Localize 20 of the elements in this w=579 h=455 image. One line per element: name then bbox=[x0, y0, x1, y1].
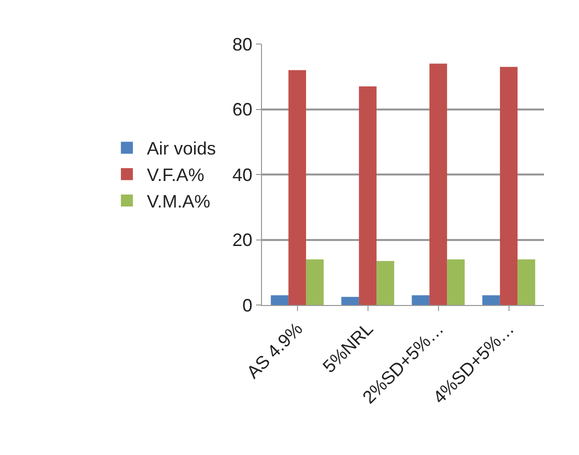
bar bbox=[341, 296, 359, 305]
bar bbox=[412, 295, 430, 305]
bar bbox=[447, 259, 465, 305]
bar bbox=[482, 295, 500, 305]
y-tick-label: 20 bbox=[232, 230, 252, 250]
bar bbox=[376, 260, 394, 305]
y-tick-label: 40 bbox=[232, 164, 252, 185]
legend-label: V.F.A% bbox=[146, 165, 204, 186]
bar bbox=[500, 66, 518, 305]
legend-label: V.M.A% bbox=[146, 192, 210, 212]
y-tick-label: 60 bbox=[232, 100, 252, 120]
bar bbox=[270, 295, 288, 305]
bar bbox=[429, 64, 448, 305]
legend-label: Air voids bbox=[146, 138, 216, 159]
y-tick-label: 0 bbox=[242, 295, 252, 316]
bar bbox=[518, 259, 536, 305]
bar bbox=[288, 70, 306, 305]
y-tick-label: 80 bbox=[232, 34, 252, 54]
bar bbox=[358, 86, 377, 305]
bar bbox=[306, 259, 324, 305]
